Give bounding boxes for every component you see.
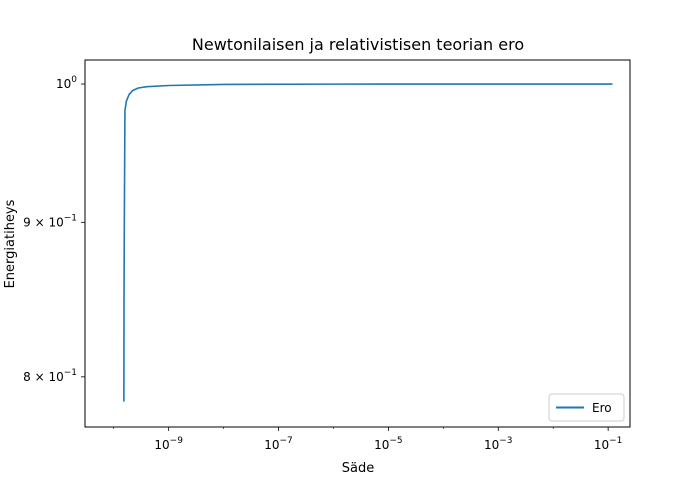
legend-label: Ero (592, 401, 612, 415)
x-tick-label-3: 10−3 (484, 436, 513, 452)
y-axis-label: Energiatiheys (3, 199, 18, 288)
legend: Ero (548, 393, 625, 422)
x-tick-label-4: 10−1 (594, 436, 623, 452)
legend-box (548, 393, 625, 422)
plot-area (123, 83, 613, 402)
x-axis-label: Säde (342, 461, 374, 476)
y-axis: 8 × 10−1 9 × 10−1 100 (23, 75, 85, 384)
y-tick-label-2: 100 (56, 75, 77, 91)
chart-title: Newtonilaisen ja relativistisen teorian … (192, 35, 524, 54)
y-tick-label-0: 8 × 10−1 (23, 368, 77, 384)
plot-frame (84, 59, 631, 428)
x-tick-label-2: 10−5 (374, 436, 403, 452)
x-axis: 10−9 10−7 10−5 10−3 10−1 (113, 427, 623, 452)
y-tick-label-1: 9 × 10−1 (23, 213, 77, 229)
x-tick-label-1: 10−7 (264, 436, 293, 452)
x-tick-label-0: 10−9 (154, 436, 183, 452)
series-line-0 (123, 83, 613, 402)
